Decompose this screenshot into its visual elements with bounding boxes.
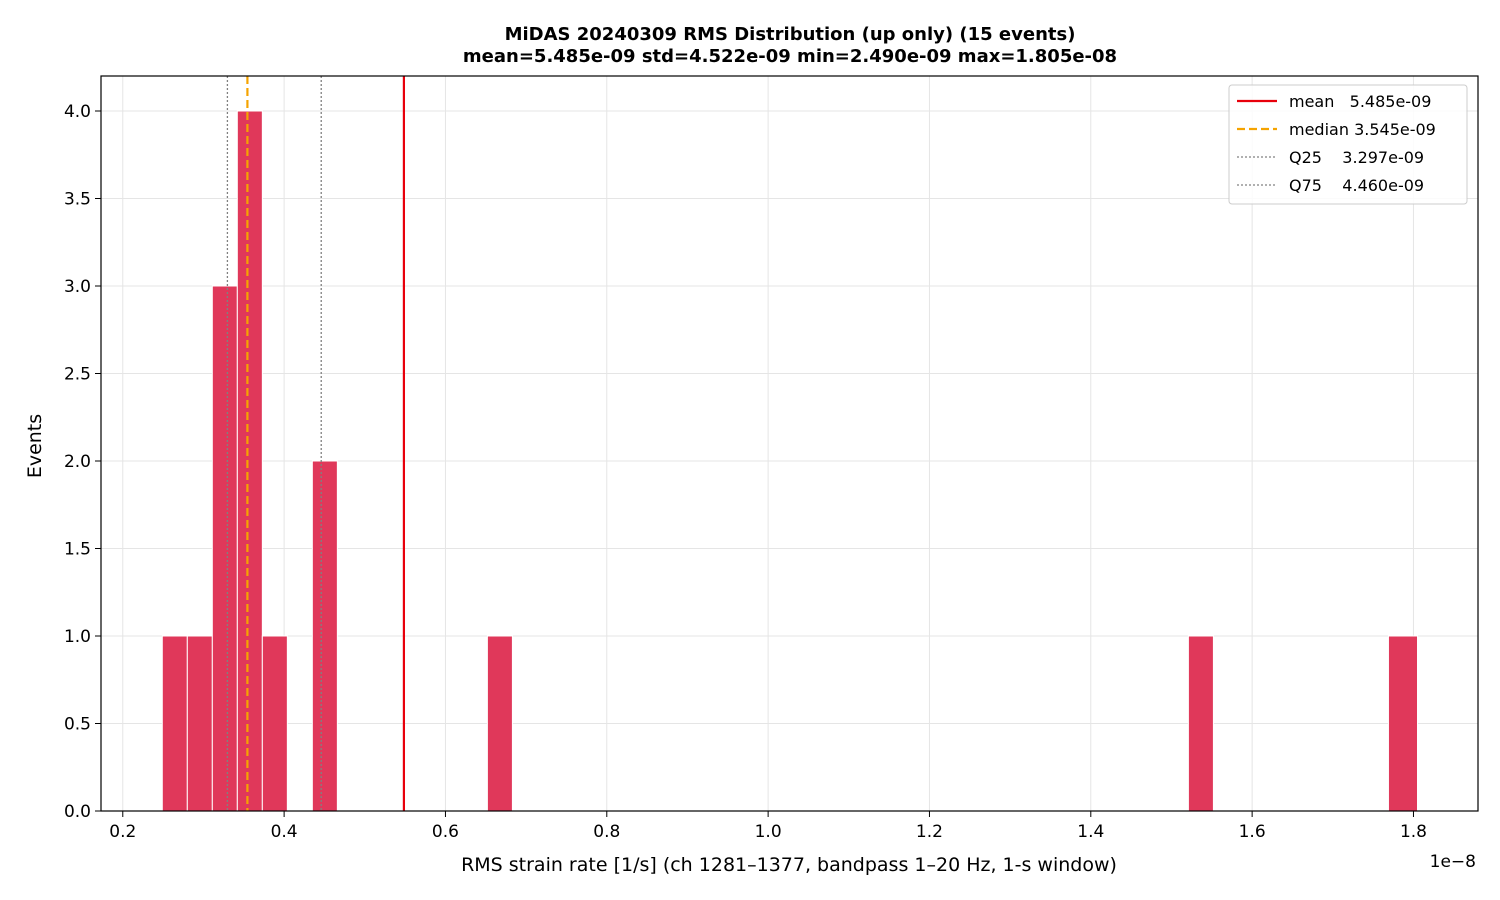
y-tick-label: 0.0: [64, 802, 91, 822]
legend-label-q25: Q25 3.297e-09: [1289, 148, 1424, 167]
x-tick-label: 0.8: [593, 822, 620, 842]
y-axis-ticks: 0.0 0.5 1.0 1.5 2.0 2.5 3.0 3.5 4.0: [64, 102, 101, 822]
histogram-bar: [261, 635, 288, 812]
y-axis-label: Events: [24, 414, 46, 478]
legend-label-median: median 3.545e-09: [1289, 120, 1436, 139]
plot-frame: [100, 75, 1479, 812]
histogram-bar: [161, 635, 188, 812]
y-tick-label: 2.5: [64, 365, 91, 385]
x-axis-label: RMS strain rate [1/s] (ch 1281–1377, ban…: [461, 854, 1117, 876]
x-tick-label: 1.4: [1077, 822, 1104, 842]
x-tick-label: 0.4: [271, 822, 298, 842]
histogram-bar: [236, 110, 263, 812]
x-tick-label: 1.8: [1400, 822, 1427, 842]
reference-lines: [226, 76, 406, 811]
x-tick-label: 1.0: [755, 822, 782, 842]
histogram-bar: [1187, 635, 1214, 812]
histogram-bar: [186, 635, 213, 812]
y-tick-label: 1.0: [64, 627, 91, 647]
x-tick-label: 0.6: [432, 822, 459, 842]
x-tick-label: 0.2: [109, 822, 136, 842]
histogram-bar: [1387, 635, 1418, 812]
x-axis-ticks: 0.2 0.4 0.6 0.8 1.0 1.2 1.4 1.6 1.8: [109, 811, 1427, 842]
x-tick-label: 1.2: [916, 822, 943, 842]
histogram-bar: [486, 635, 513, 812]
y-tick-label: 3.0: [64, 277, 91, 297]
y-tick-label: 3.5: [64, 190, 91, 210]
chart-title: MiDAS 20240309 RMS Distribution (up only…: [505, 24, 1076, 45]
x-axis-offset-label: 1e−8: [1430, 852, 1476, 872]
histogram-bars: [161, 110, 1418, 812]
x-tick-label: 1.6: [1239, 822, 1266, 842]
histogram-bar: [311, 460, 338, 812]
y-tick-label: 0.5: [64, 715, 91, 735]
legend: mean 5.485e-09 median 3.545e-09 Q25 3.29…: [1228, 84, 1468, 205]
y-tick-label: 1.5: [64, 540, 91, 560]
y-tick-label: 2.0: [64, 452, 91, 472]
histogram-bar: [211, 285, 238, 812]
chart-subtitle: mean=5.485e-09 std=4.522e-09 min=2.490e-…: [463, 46, 1117, 67]
y-tick-label: 4.0: [64, 102, 91, 122]
legend-label-mean: mean 5.485e-09: [1289, 92, 1431, 111]
legend-box: [1228, 84, 1468, 205]
legend-label-q75: Q75 4.460e-09: [1289, 176, 1424, 195]
